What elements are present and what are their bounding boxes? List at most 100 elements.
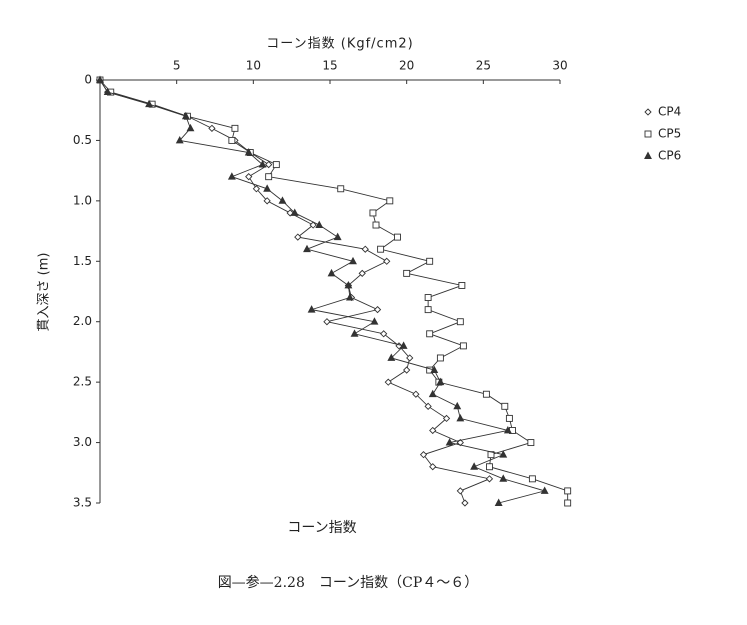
marker [263, 197, 271, 205]
chart-title: コーン指数 (Kgf/cm2) [266, 37, 413, 52]
series-line [99, 79, 569, 503]
marker [265, 173, 273, 181]
marker [486, 463, 493, 471]
marker [252, 185, 261, 193]
marker [399, 341, 408, 349]
marker [315, 220, 324, 228]
marker [258, 160, 267, 168]
marker [337, 185, 345, 193]
marker [485, 475, 494, 483]
marker [307, 305, 316, 313]
marker [175, 135, 184, 144]
marker [272, 161, 280, 169]
marker [426, 330, 434, 338]
marker [387, 353, 396, 361]
marker [96, 75, 104, 83]
marker [426, 257, 434, 265]
marker [482, 390, 490, 398]
marker [228, 136, 236, 144]
marker [412, 390, 420, 398]
x-tick-label: 5 [173, 59, 181, 73]
marker [384, 378, 392, 386]
legend-label: CP6 [658, 149, 681, 163]
marker [403, 269, 411, 277]
x-tick-label: 30 [552, 59, 567, 73]
marker [227, 172, 236, 180]
marker [265, 160, 273, 169]
marker [564, 499, 572, 507]
marker [333, 232, 342, 241]
marker [453, 401, 462, 410]
marker [370, 317, 379, 325]
legend-marker [644, 151, 652, 159]
marker [540, 486, 549, 494]
x-tick-label: 25 [476, 59, 491, 73]
series-line [99, 79, 547, 504]
marker [208, 124, 216, 132]
marker [380, 330, 388, 338]
x-tick-label: 20 [399, 59, 414, 73]
y-tick-label: 0.5 [73, 133, 92, 147]
marker [323, 318, 331, 326]
y-tick-label: 2.5 [73, 375, 92, 389]
marker [461, 499, 469, 507]
marker [181, 111, 190, 120]
marker [456, 318, 464, 326]
marker [290, 208, 299, 216]
marker [503, 426, 512, 434]
marker [406, 354, 414, 362]
marker [527, 439, 535, 447]
x-axis-label: コーン指数 [287, 520, 356, 536]
y-tick-label: 1.0 [73, 193, 92, 207]
marker [429, 463, 437, 471]
legend-marker [644, 108, 652, 116]
marker [350, 329, 359, 337]
marker [278, 196, 287, 204]
marker [394, 233, 401, 241]
marker [505, 414, 513, 422]
marker [103, 87, 112, 96]
marker [456, 487, 464, 495]
legend-label: CP5 [658, 127, 681, 141]
marker [564, 487, 572, 495]
marker [231, 124, 239, 132]
marker [373, 305, 382, 314]
marker [349, 256, 357, 265]
marker [145, 99, 154, 108]
legend-label: CP4 [658, 105, 681, 119]
marker [442, 414, 451, 423]
marker [372, 221, 380, 229]
marker [424, 402, 432, 410]
y-tick-label: 2.0 [73, 314, 92, 328]
marker [424, 294, 432, 301]
y-tick-label: 1.5 [73, 254, 92, 268]
marker [403, 366, 411, 374]
series-line [99, 79, 491, 504]
marker [458, 282, 466, 289]
marker [436, 377, 445, 386]
marker [428, 389, 437, 398]
x-tick-label: 15 [322, 59, 337, 73]
y-tick-label: 0 [84, 73, 92, 87]
y-tick-label: 3.5 [73, 496, 92, 510]
marker [445, 438, 454, 446]
x-tick-label: 10 [246, 59, 261, 73]
marker [424, 306, 432, 314]
marker [429, 426, 437, 435]
marker [361, 245, 369, 253]
marker [501, 402, 509, 410]
marker [499, 474, 508, 482]
marker [244, 148, 253, 156]
marker [419, 451, 428, 459]
marker [327, 268, 336, 277]
marker [470, 462, 479, 470]
marker [358, 269, 366, 278]
legend-marker [644, 130, 652, 138]
figure-caption: 図—参—2.28 コーン指数（CP４～６） [218, 574, 479, 591]
marker [186, 123, 195, 132]
marker [499, 450, 508, 458]
marker [528, 475, 536, 483]
marker [303, 244, 311, 253]
marker [386, 197, 394, 205]
